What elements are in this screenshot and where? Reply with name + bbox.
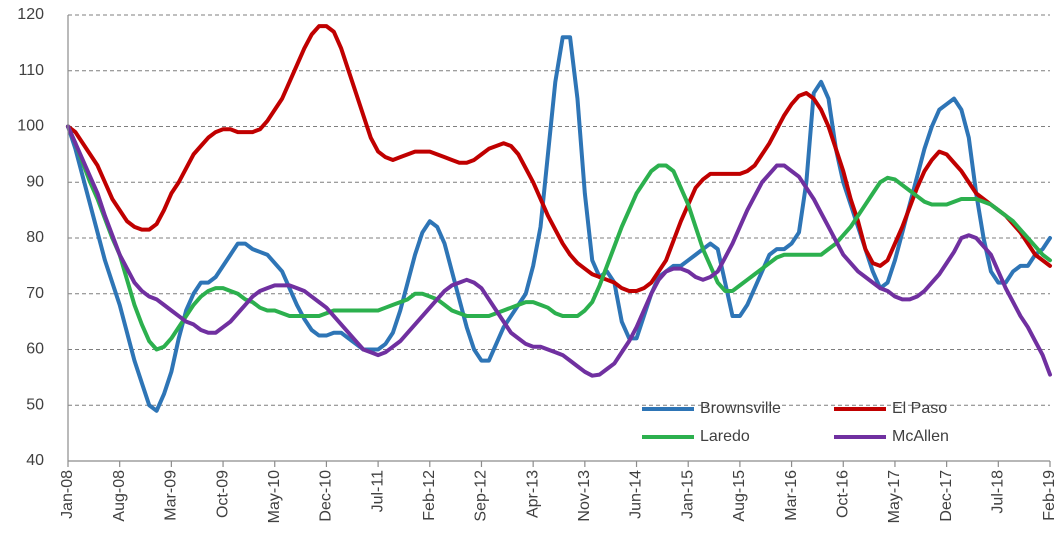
y-tick-label: 50 [26,396,44,413]
x-tick-label: Jun-14 [628,470,645,519]
x-tick-label: Jul-18 [990,470,1007,514]
legend-label: McAllen [892,428,949,445]
x-tick-label: Mar-09 [163,470,180,521]
y-tick-label: 80 [26,229,44,246]
x-tick-label: Mar-16 [783,470,800,521]
y-tick-label: 90 [26,173,44,190]
y-tick-label: 60 [26,341,44,358]
x-tick-label: Oct-09 [214,470,231,518]
x-tick-label: Dec-10 [318,470,335,522]
lines [66,24,1052,413]
x-tick-label: Jul-11 [369,470,386,512]
y-tick-label: 70 [26,285,44,302]
x-tick-label: Aug-15 [731,470,748,522]
x-tick-label: Nov-13 [576,470,593,522]
y-tick-label: 120 [17,6,44,23]
legend-label: Laredo [700,428,750,445]
x-tick-label: Feb-12 [421,470,438,521]
x-tick-label: Aug-08 [111,470,128,522]
series-line [66,35,1052,413]
axes: 40 50 60 70 80 90 100 110 120 Jan-08 Aug-08 Mar-09 O… [17,6,1057,523]
series-line [66,124,1052,352]
y-tick-label: 110 [18,62,44,79]
legend-label: Brownsville [700,400,781,417]
x-tick-label: Sep-12 [473,470,490,522]
x-tick-label: Jan-08 [59,470,76,519]
x-tick-label: Oct-16 [834,470,851,518]
x-tick-label: Feb-19 [1041,470,1057,521]
series-line [66,24,1052,293]
legend: Brownsville El Paso Laredo McAllen [642,400,949,445]
series-line [66,124,1052,378]
y-tick-label: 40 [26,452,44,469]
x-tick-label: May-17 [886,470,903,523]
legend-label: El Paso [892,400,947,417]
x-tick-label: May-10 [266,470,283,523]
x-tick-label: Dec-17 [938,470,955,522]
x-tick-label: Jan-15 [679,470,696,519]
x-tick-label: Apr-13 [524,470,541,518]
y-tick-label: 100 [17,118,44,135]
